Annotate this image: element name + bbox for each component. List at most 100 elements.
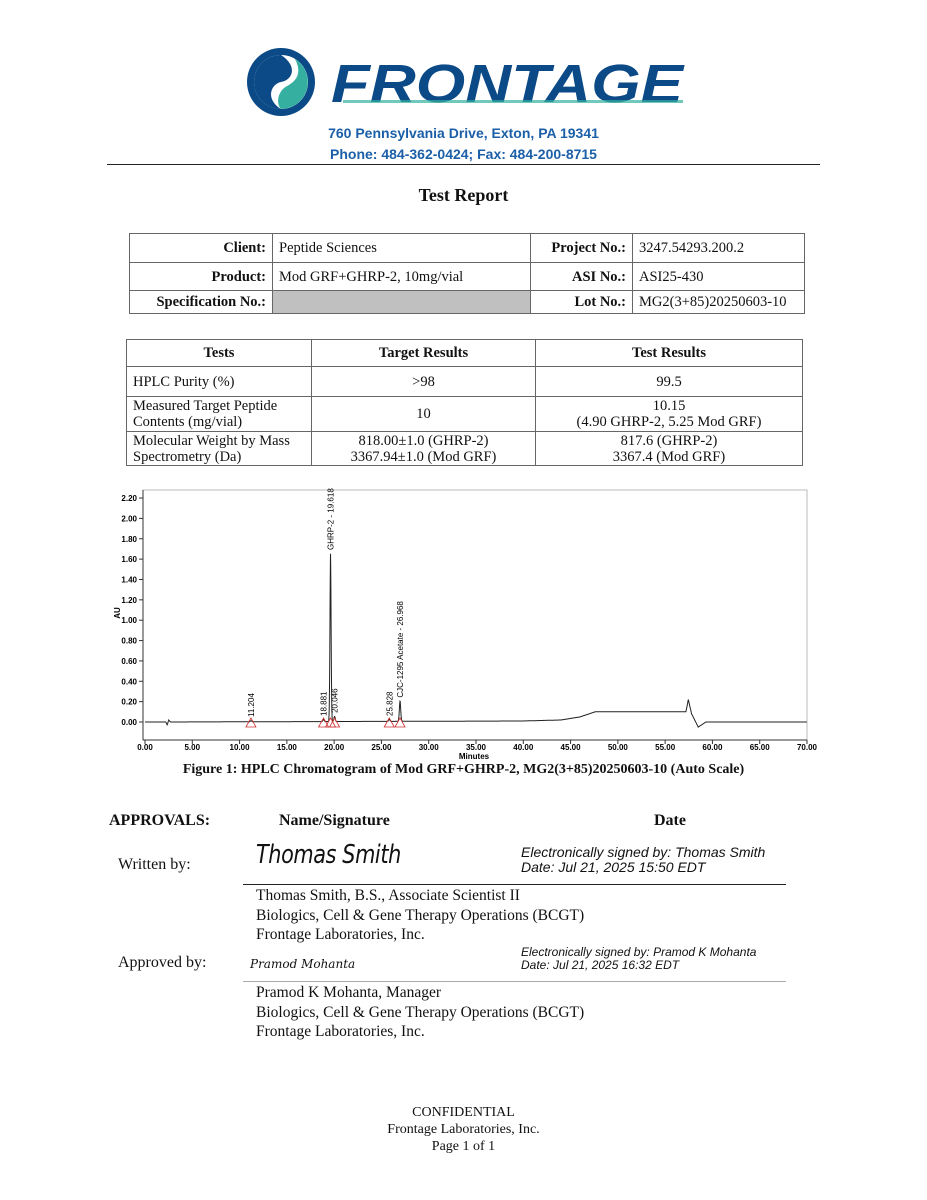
peak-label: CJC-1295 Acetate - 26.968 — [396, 601, 405, 698]
y-tick-label: 0.40 — [121, 677, 137, 686]
result-line: 817.6 (GHRP-2) — [620, 432, 718, 449]
result-line: (4.90 GHRP-2, 5.25 Mod GRF) — [576, 414, 762, 430]
product-value: Mod GRF+GHRP-2, 10mg/vial — [272, 262, 531, 291]
esig-date: Date: Jul 21, 2025 16:32 EDT — [521, 958, 680, 972]
x-tick-label: 0.00 — [137, 743, 153, 752]
y-tick-label: 1.80 — [121, 535, 137, 544]
approvals-heading: APPROVALS: — [109, 812, 211, 829]
target-line: 3367.94±1.0 (Mod GRF) — [350, 448, 497, 465]
name-signature-heading: Name/Signature — [279, 812, 390, 829]
table-row: HPLC Purity (%) >98 99.5 — [126, 366, 803, 397]
result-value: 817.6 (GHRP-2) 3367.4 (Mod GRF) — [535, 431, 803, 466]
peak-marker — [328, 717, 341, 728]
written-esig: Electronically signed by: Thomas Smith D… — [521, 845, 765, 875]
x-tick-label: 50.00 — [608, 743, 629, 752]
signature-line — [243, 884, 786, 885]
spec-label: Specification No.: — [129, 290, 273, 314]
y-tick-label: 2.00 — [121, 514, 137, 523]
client-label: Client: — [129, 233, 273, 263]
written-details: Thomas Smith, B.S., Associate Scientist … — [256, 886, 584, 945]
target-value: 10 — [311, 396, 536, 432]
target-line: 818.00±1.0 (GHRP-2) — [358, 432, 489, 449]
date-heading: Date — [654, 812, 686, 829]
asi-value: ASI25-430 — [632, 262, 805, 291]
spec-value — [272, 290, 531, 314]
x-tick-label: 45.00 — [561, 743, 582, 752]
peak-marker — [245, 717, 257, 728]
x-tick-label: 60.00 — [702, 743, 723, 752]
target-value: >98 — [311, 366, 536, 397]
logo-text: FRONTAGE — [331, 54, 685, 114]
x-tick-label: 20.00 — [324, 743, 345, 752]
phone-line: Phone: 484-362-0424; Fax: 484-200-8715 — [330, 146, 597, 162]
result-value: 10.15 (4.90 GHRP-2, 5.25 Mod GRF) — [535, 396, 803, 432]
x-tick-label: 25.00 — [371, 743, 392, 752]
footer: CONFIDENTIAL Frontage Laboratories, Inc.… — [0, 1104, 927, 1155]
peak-marker — [317, 717, 330, 728]
plot-frame — [142, 489, 808, 741]
test-name: HPLC Purity (%) — [126, 366, 312, 397]
signature-line — [243, 981, 786, 982]
y-tick-label: 0.60 — [121, 657, 137, 666]
detail-line: Frontage Laboratories, Inc. — [256, 1023, 425, 1040]
header-target: Target Results — [311, 339, 536, 367]
lot-label: Lot No.: — [530, 290, 633, 314]
page-number: Page 1 of 1 — [431, 1139, 496, 1154]
x-tick-label: 70.00 — [797, 743, 818, 752]
page-title: Test Report — [418, 185, 509, 205]
x-tick-label: 30.00 — [419, 743, 440, 752]
results-table: Tests Target Results Test Results HPLC P… — [126, 339, 803, 466]
footer-company: Frontage Laboratories, Inc. — [387, 1122, 540, 1137]
y-tick-label: 0.20 — [121, 698, 137, 707]
x-tick-label: 40.00 — [513, 743, 534, 752]
x-tick-label: 10.00 — [230, 743, 251, 752]
x-tick-label: 5.00 — [184, 743, 200, 752]
peak-label: 11.204 — [247, 693, 256, 717]
esig-line: Electronically signed by: Pramod K Mohan… — [521, 945, 757, 959]
written-by-label: Written by: — [118, 856, 191, 873]
y-tick-label: 1.60 — [121, 555, 137, 564]
address-line: 760 Pennsylvania Drive, Exton, PA 19341 — [328, 125, 599, 141]
hplc-chromatogram: 0.00 5.00 10.00 15.00 20.00 25.00 30.00 35.00 40… — [113, 488, 818, 761]
peak-label: GHRP-2 - 19.618 — [327, 488, 336, 550]
y-tick-label: 1.00 — [121, 616, 137, 625]
x-tick-label: 15.00 — [277, 743, 298, 752]
x-tick-label: 35.00 — [466, 743, 487, 752]
y-tick-label: 1.40 — [121, 575, 137, 584]
project-value: 3247.54293.200.2 — [632, 233, 805, 263]
header-results: Test Results — [535, 339, 803, 367]
x-axis-label: Minutes — [459, 752, 490, 761]
detail-line: Thomas Smith, B.S., Associate Scientist … — [256, 887, 520, 904]
peak-label: 20.046 — [331, 688, 340, 713]
peak-marker — [394, 717, 406, 728]
written-signature: Thomas Smith — [256, 840, 401, 870]
product-label: Product: — [129, 262, 273, 291]
y-tick-label: 0.80 — [121, 637, 137, 646]
result-line: 3367.4 (Mod GRF) — [612, 448, 726, 465]
lot-value: MG2(3+85)20250603-10 — [632, 290, 805, 314]
project-label: Project No.: — [530, 233, 633, 263]
approved-by-label: Approved by: — [118, 954, 207, 971]
x-tick-label: 65.00 — [750, 743, 771, 752]
frontage-logo: FRONTAGE — [247, 48, 685, 116]
detail-line: Frontage Laboratories, Inc. — [256, 926, 425, 943]
y-tick-label: 2.20 — [121, 494, 137, 503]
chromatogram-trace — [145, 553, 807, 728]
peak-label: 25.828 — [385, 691, 394, 716]
detail-line: Pramod K Mohanta, Manager — [256, 984, 442, 1001]
table-row: Measured Target Peptide Contents (mg/via… — [126, 396, 803, 432]
detail-line: Biologics, Cell & Gene Therapy Operation… — [256, 1003, 585, 1021]
approved-details: Pramod K Mohanta, Manager Biologics, Cel… — [256, 983, 584, 1042]
figure-caption: Figure 1: HPLC Chromatogram of Mod GRF+G… — [182, 762, 745, 777]
test-name: Molecular Weight by Mass Spectrometry (D… — [126, 431, 312, 466]
result-line: 10.15 — [652, 398, 686, 414]
approved-esig: Electronically signed by: Pramod K Mohan… — [521, 946, 756, 972]
asi-label: ASI No.: — [530, 262, 633, 291]
approved-signature: Pramod Mohanta — [250, 957, 356, 971]
peak-marker — [383, 717, 395, 728]
target-value: 818.00±1.0 (GHRP-2) 3367.94±1.0 (Mod GRF) — [311, 431, 536, 466]
client-value: Peptide Sciences — [272, 233, 531, 263]
confidential-label: CONFIDENTIAL — [412, 1105, 515, 1120]
header-divider — [107, 164, 820, 165]
